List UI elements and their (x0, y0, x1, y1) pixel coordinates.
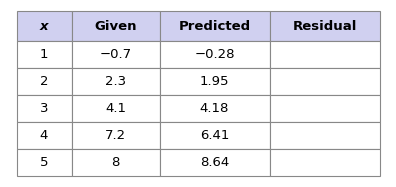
Bar (160, 41, 270, 68)
Text: 4: 4 (40, 129, 48, 142)
Bar (160, 122, 270, 149)
Bar (72, 149, 160, 176)
Bar (72, 95, 160, 122)
Text: 1: 1 (40, 48, 48, 61)
Text: 8.64: 8.64 (200, 156, 229, 169)
Text: 4.18: 4.18 (200, 102, 229, 115)
Bar (17, 95, 72, 122)
Text: 5: 5 (40, 156, 48, 169)
Bar (17, 68, 72, 95)
Text: 8: 8 (111, 156, 120, 169)
Bar (160, 11, 270, 41)
Bar (270, 95, 379, 122)
Bar (270, 11, 379, 41)
Bar (270, 68, 379, 95)
Text: x: x (40, 19, 48, 33)
Bar (72, 41, 160, 68)
Text: 1.95: 1.95 (200, 75, 229, 88)
Text: 4.1: 4.1 (105, 102, 126, 115)
Text: 2.3: 2.3 (105, 75, 126, 88)
Bar (72, 11, 160, 41)
Text: Residual: Residual (292, 19, 357, 33)
Text: 3: 3 (40, 102, 48, 115)
Bar (72, 122, 160, 149)
Bar (270, 122, 379, 149)
Bar (17, 41, 72, 68)
Bar (72, 68, 160, 95)
Bar (17, 149, 72, 176)
Bar (160, 149, 270, 176)
Text: Predicted: Predicted (179, 19, 251, 33)
Bar (17, 122, 72, 149)
Bar (160, 95, 270, 122)
Text: −0.28: −0.28 (194, 48, 235, 61)
Bar (270, 149, 379, 176)
Bar (17, 11, 72, 41)
Text: 7.2: 7.2 (105, 129, 126, 142)
Bar (270, 41, 379, 68)
Text: 2: 2 (40, 75, 48, 88)
Text: 6.41: 6.41 (200, 129, 229, 142)
Text: Given: Given (94, 19, 137, 33)
Text: −0.7: −0.7 (99, 48, 131, 61)
Bar (160, 68, 270, 95)
